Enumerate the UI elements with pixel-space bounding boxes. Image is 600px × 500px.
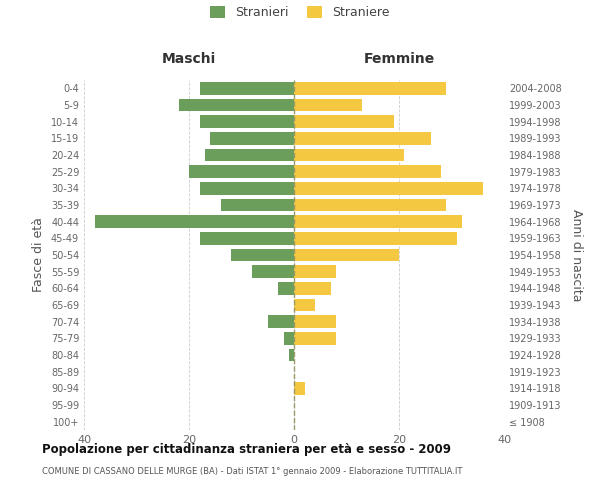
Bar bbox=[289, 349, 294, 361]
Legend: Stranieri, Straniere: Stranieri, Straniere bbox=[210, 6, 390, 19]
Bar bbox=[179, 99, 294, 112]
Bar bbox=[294, 298, 315, 311]
Bar bbox=[221, 198, 294, 211]
Bar bbox=[189, 166, 294, 178]
Bar bbox=[268, 316, 294, 328]
Bar bbox=[294, 382, 305, 394]
Bar bbox=[294, 149, 404, 161]
Bar bbox=[210, 132, 294, 144]
Bar bbox=[294, 166, 441, 178]
Bar bbox=[294, 116, 394, 128]
Bar bbox=[294, 99, 362, 112]
Text: COMUNE DI CASSANO DELLE MURGE (BA) - Dati ISTAT 1° gennaio 2009 - Elaborazione T: COMUNE DI CASSANO DELLE MURGE (BA) - Dat… bbox=[42, 468, 463, 476]
Text: Maschi: Maschi bbox=[162, 52, 216, 66]
Bar bbox=[205, 149, 294, 161]
Bar bbox=[199, 232, 294, 244]
Bar bbox=[294, 266, 336, 278]
Y-axis label: Anni di nascita: Anni di nascita bbox=[570, 208, 583, 301]
Text: Popolazione per cittadinanza straniera per età e sesso - 2009: Popolazione per cittadinanza straniera p… bbox=[42, 442, 451, 456]
Bar bbox=[294, 82, 446, 94]
Bar bbox=[294, 216, 462, 228]
Bar bbox=[278, 282, 294, 294]
Bar bbox=[294, 182, 483, 194]
Y-axis label: Fasce di età: Fasce di età bbox=[32, 218, 45, 292]
Bar bbox=[294, 282, 331, 294]
Bar bbox=[199, 182, 294, 194]
Bar bbox=[199, 82, 294, 94]
Bar bbox=[199, 116, 294, 128]
Bar bbox=[294, 132, 431, 144]
Bar bbox=[231, 248, 294, 261]
Bar bbox=[294, 332, 336, 344]
Bar bbox=[294, 232, 457, 244]
Text: Femmine: Femmine bbox=[364, 52, 434, 66]
Bar bbox=[95, 216, 294, 228]
Bar bbox=[284, 332, 294, 344]
Bar bbox=[294, 248, 399, 261]
Bar bbox=[294, 198, 446, 211]
Bar bbox=[294, 316, 336, 328]
Bar bbox=[252, 266, 294, 278]
